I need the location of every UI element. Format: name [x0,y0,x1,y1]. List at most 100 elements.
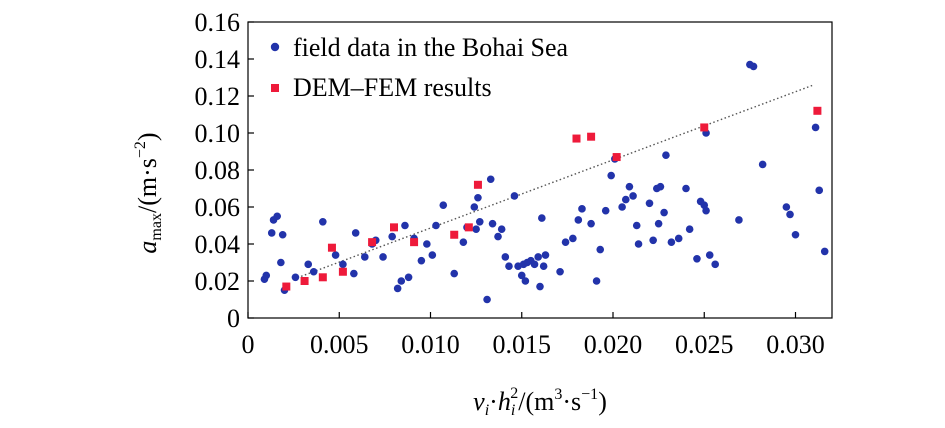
field-data-point [510,192,519,200]
field-data-point [397,277,406,285]
field-data-point [574,216,583,224]
field-data-point [621,195,630,204]
field-data-point [361,253,369,261]
field-data-point [501,253,510,261]
field-data-point [618,203,626,211]
field-data-point [319,218,327,226]
field-data-point [702,206,710,215]
field-data-point [262,271,271,280]
field-data-point [534,253,542,261]
y-tick-label: 0.02 [195,267,241,296]
field-data-point [685,225,694,233]
x-tick-label: 0.010 [401,330,460,359]
field-data-point [811,123,820,132]
dem-fem-point [327,243,336,252]
field-data-point [541,251,550,259]
dem-fem-point [473,180,482,189]
field-data-point [304,260,313,269]
field-data-point [388,232,396,241]
x-axis-label: vi·hi2/(m3·s−1) [473,385,607,419]
field-data-point [649,236,657,245]
field-data-point [483,295,491,304]
field-data-point [291,273,300,282]
field-data-point [556,267,564,276]
y-tick-label: 0.14 [195,45,241,74]
legend: field data in the Bohai Sea DEM–FEM resu… [270,33,569,102]
field-data-point [505,262,513,271]
field-data-point [561,238,570,246]
field-data-point [569,234,577,243]
field-data-point [450,269,459,278]
field-data-point [607,171,615,180]
field-data-point [758,160,767,169]
field-data-point [488,219,497,228]
field-data-point [497,225,506,233]
field-data-point [393,284,402,293]
field-data-point [786,210,794,219]
legend-dem-label: DEM–FEM results [293,73,492,102]
y-tick-label: 0.16 [195,8,241,37]
field-data-point [417,256,426,265]
field-data-point [267,229,276,237]
dem-fem-point [318,273,327,282]
y-axis-ticks: 0 0.02 0.04 0.06 0.08 0.10 0.12 0.14 0.16 [195,8,254,333]
field-data-point [423,240,431,248]
field-data-point [815,186,824,195]
x-tick-label: 0.025 [675,330,734,359]
legend-dem-marker [271,84,279,92]
trendline [293,84,814,280]
legend-field-label: field data in the Bohai Sea [293,33,569,62]
dem-fem-point [390,223,398,232]
field-data-point [596,245,605,254]
field-data-point [660,208,668,217]
y-tick-label: 0.04 [195,230,241,259]
dem-fem-point [282,282,291,291]
field-data-point [536,282,544,291]
y-tick-label: 0.12 [195,82,241,111]
field-data-point [820,247,829,256]
field-data-point [309,267,318,276]
field-data-point [428,251,437,259]
field-data-point [662,151,670,159]
field-data-point [470,203,479,211]
field-data-point [432,221,440,230]
field-data-point [404,273,413,282]
dem-fem-point [700,123,709,132]
field-data-point [682,184,690,193]
field-data-point [645,199,654,208]
field-data-point [592,277,601,285]
field-data-point [791,230,800,239]
field-data-point [475,218,484,226]
dem-fem-point [450,230,459,239]
dem-fem-point [300,277,309,285]
field-data-point [350,269,358,278]
field-data-point [749,62,758,71]
field-data-point [711,260,719,269]
field-data-point [735,216,743,224]
dem-fem-point [813,106,822,115]
field-data-point [587,219,595,228]
field-data-point [539,262,548,271]
trendline-path [293,84,814,280]
field-data-point [517,271,526,280]
field-data-point [629,192,637,200]
field-data-point [521,277,530,285]
x-tick-label: 0.015 [493,330,552,359]
axes [247,21,833,319]
dem-fem-point [338,267,347,276]
x-axis-ticks: 0 0.005 0.010 0.015 0.020 0.025 0.030 [242,312,825,359]
dem-fem-point [587,132,596,141]
field-data-point [486,175,495,184]
field-data-point [339,260,347,269]
x-tick-label: 0.020 [584,330,643,359]
y-axis-label: amax/(m·s−2) [132,132,165,253]
y-tick-label: 0.06 [195,193,241,222]
field-data-point [654,219,663,228]
x-tick-label: 0.030 [766,330,825,359]
field-data-point [693,254,701,263]
field-data-point [331,251,340,259]
field-data-point [656,182,665,191]
field-data-point [634,240,643,248]
field-data-point [273,212,282,221]
